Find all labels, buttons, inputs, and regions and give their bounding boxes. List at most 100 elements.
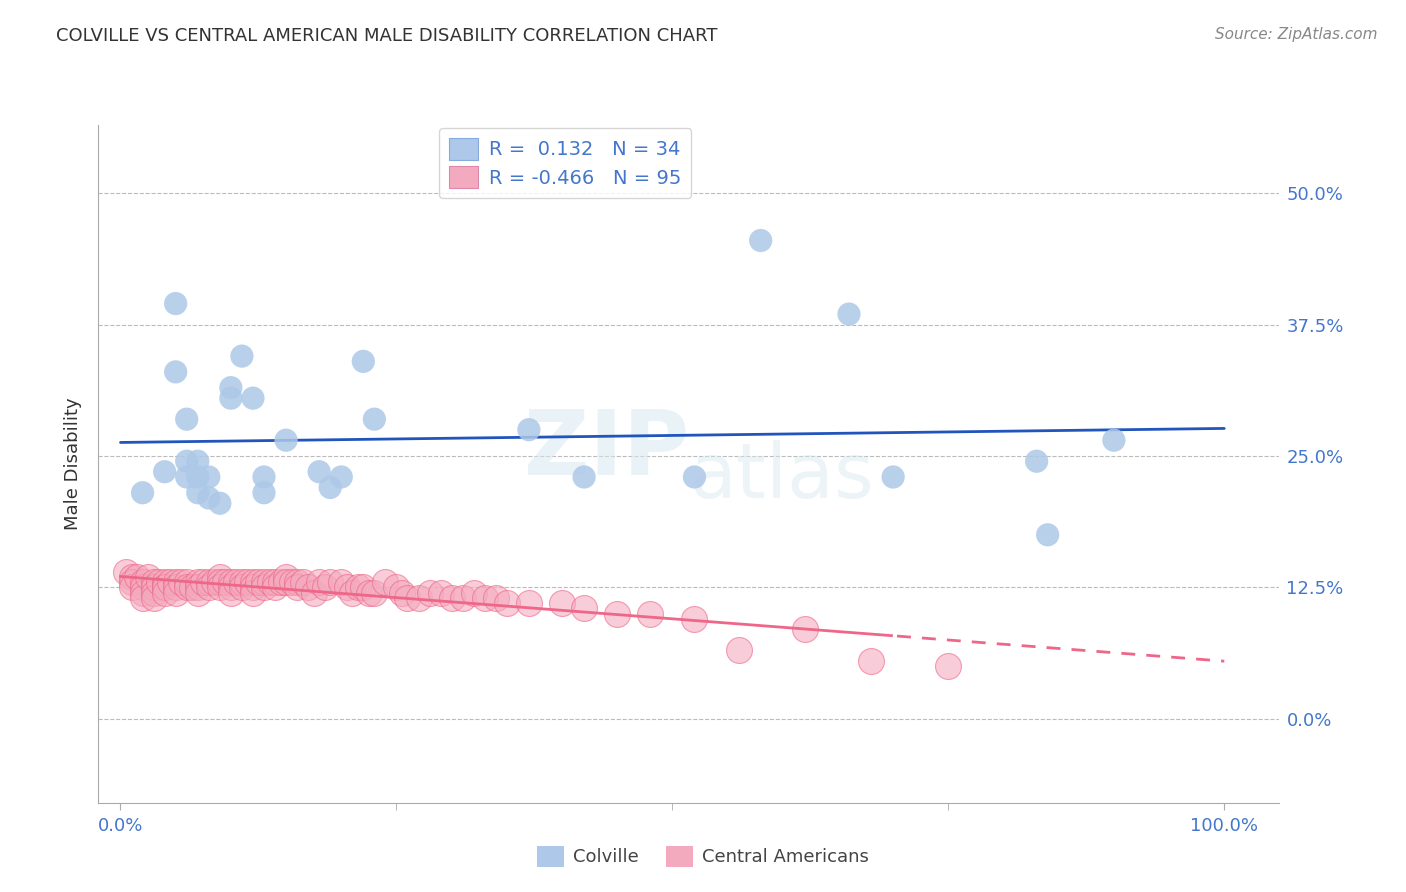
- Point: [142, 580, 165, 594]
- Point: [253, 485, 276, 500]
- Point: [1102, 433, 1125, 447]
- Point: [231, 349, 253, 363]
- Point: [153, 580, 176, 594]
- Point: [330, 470, 353, 484]
- Point: [463, 585, 485, 599]
- Point: [242, 585, 264, 599]
- Point: [165, 580, 187, 594]
- Point: [440, 591, 463, 605]
- Point: [153, 585, 176, 599]
- Point: [136, 570, 159, 584]
- Point: [749, 234, 772, 248]
- Point: [314, 580, 336, 594]
- Point: [219, 575, 242, 590]
- Point: [253, 580, 276, 594]
- Point: [208, 496, 231, 510]
- Point: [198, 491, 221, 505]
- Point: [291, 575, 314, 590]
- Point: [727, 643, 749, 657]
- Point: [308, 465, 330, 479]
- Point: [170, 575, 193, 590]
- Point: [336, 580, 359, 594]
- Text: ZIP: ZIP: [524, 406, 689, 494]
- Point: [176, 580, 198, 594]
- Point: [131, 580, 153, 594]
- Legend: R =  0.132   N = 34, R = -0.466   N = 95: R = 0.132 N = 34, R = -0.466 N = 95: [439, 128, 692, 198]
- Point: [429, 585, 451, 599]
- Point: [187, 454, 209, 468]
- Point: [1036, 528, 1059, 542]
- Point: [259, 575, 281, 590]
- Point: [285, 575, 308, 590]
- Point: [253, 575, 276, 590]
- Point: [242, 580, 264, 594]
- Point: [198, 575, 221, 590]
- Point: [247, 575, 270, 590]
- Point: [352, 354, 374, 368]
- Point: [131, 585, 153, 599]
- Point: [131, 575, 153, 590]
- Legend: Colville, Central Americans: Colville, Central Americans: [530, 838, 876, 874]
- Point: [219, 381, 242, 395]
- Text: atlas: atlas: [689, 441, 873, 515]
- Point: [253, 470, 276, 484]
- Point: [551, 596, 574, 610]
- Point: [363, 412, 385, 426]
- Point: [153, 465, 176, 479]
- Point: [640, 607, 662, 621]
- Point: [308, 575, 330, 590]
- Point: [280, 575, 302, 590]
- Point: [165, 365, 187, 379]
- Point: [208, 575, 231, 590]
- Point: [302, 585, 325, 599]
- Point: [121, 575, 143, 590]
- Point: [572, 601, 595, 615]
- Point: [208, 570, 231, 584]
- Point: [346, 580, 368, 594]
- Point: [572, 470, 595, 484]
- Text: COLVILLE VS CENTRAL AMERICAN MALE DISABILITY CORRELATION CHART: COLVILLE VS CENTRAL AMERICAN MALE DISABI…: [56, 27, 717, 45]
- Point: [202, 575, 225, 590]
- Point: [219, 391, 242, 405]
- Point: [231, 575, 253, 590]
- Point: [606, 607, 628, 621]
- Point: [225, 575, 247, 590]
- Point: [242, 575, 264, 590]
- Point: [242, 391, 264, 405]
- Point: [319, 481, 342, 495]
- Point: [214, 575, 236, 590]
- Point: [793, 623, 815, 637]
- Point: [142, 585, 165, 599]
- Point: [391, 585, 413, 599]
- Point: [936, 659, 959, 673]
- Point: [342, 585, 364, 599]
- Point: [187, 585, 209, 599]
- Point: [297, 580, 319, 594]
- Point: [208, 580, 231, 594]
- Point: [419, 585, 441, 599]
- Point: [385, 580, 408, 594]
- Point: [153, 575, 176, 590]
- Point: [198, 470, 221, 484]
- Point: [125, 570, 148, 584]
- Point: [115, 565, 138, 579]
- Point: [193, 575, 215, 590]
- Point: [474, 591, 496, 605]
- Point: [176, 454, 198, 468]
- Point: [374, 575, 396, 590]
- Point: [274, 575, 297, 590]
- Point: [396, 591, 419, 605]
- Text: Source: ZipAtlas.com: Source: ZipAtlas.com: [1215, 27, 1378, 42]
- Point: [683, 612, 706, 626]
- Y-axis label: Male Disability: Male Disability: [65, 398, 83, 530]
- Point: [264, 580, 287, 594]
- Point: [176, 470, 198, 484]
- Point: [517, 596, 540, 610]
- Point: [181, 580, 204, 594]
- Point: [330, 575, 353, 590]
- Point: [165, 585, 187, 599]
- Point: [198, 580, 221, 594]
- Point: [495, 596, 517, 610]
- Point: [176, 412, 198, 426]
- Point: [274, 433, 297, 447]
